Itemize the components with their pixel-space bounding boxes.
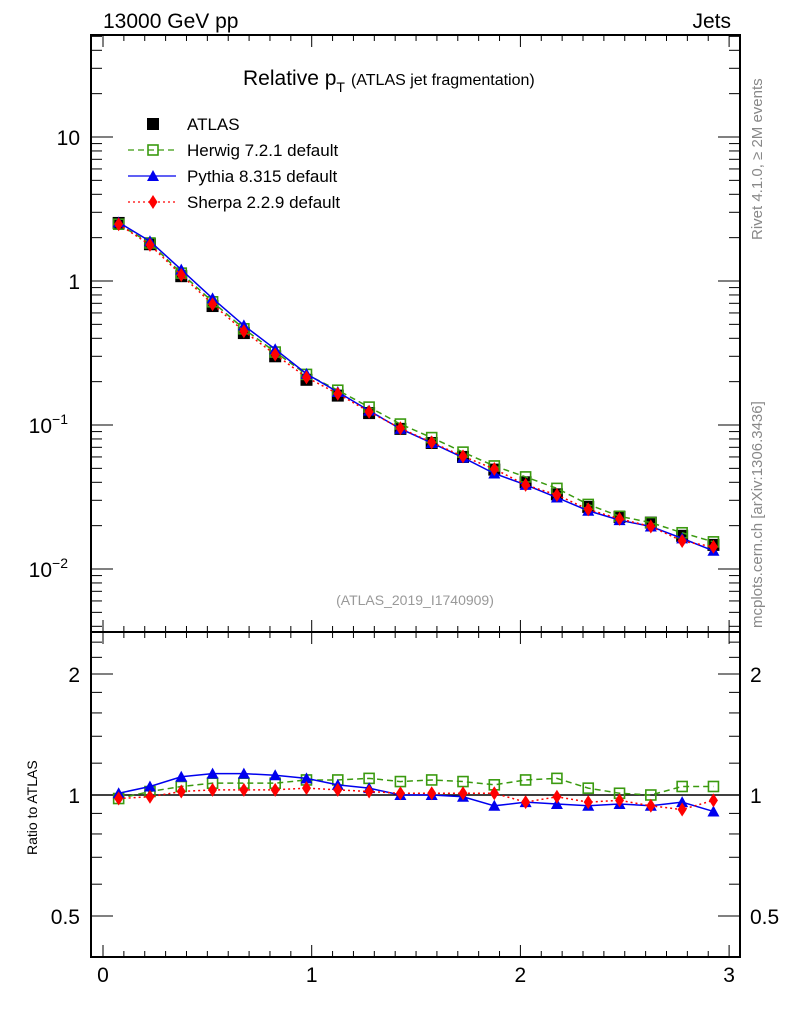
sherpa-ratio-point [615,793,625,808]
pythia-main-line [118,221,714,552]
y-tick-label: 10−1 [29,411,69,438]
pythia-ratio-point [300,772,313,784]
title-sub: T [336,79,345,95]
herwig-ratio-point [551,772,563,785]
pythia-ratio-point [269,769,282,781]
sherpa-main-point [552,487,562,502]
header-right: Jets [692,10,731,33]
pythia-ratio-point [237,767,250,779]
pythia-ratio-point [175,770,188,782]
sherpa-main-point [708,539,718,554]
ratio-tick-label: 0.5 [51,906,80,929]
sherpa-main-point [145,237,155,252]
sherpa-main-point [301,370,311,385]
legend-label: Sherpa 2.2.9 default [187,193,340,212]
sherpa-ratio-point [458,786,468,801]
sherpa-main-point [458,449,468,464]
sherpa-main-point [270,347,280,362]
sherpa-main-point [333,386,343,401]
sherpa-ratio-point [301,781,311,796]
title-main: Relative p [243,67,336,90]
y-tick-label: 10−2 [29,555,69,582]
herwig-ratio-point [582,782,595,794]
pythia-ratio-point [143,780,156,792]
sherpa-ratio-point [427,786,437,801]
sherpa-ratio-point [646,798,656,813]
sherpa-ratio-point [145,789,155,804]
sherpa-main-point [521,477,531,492]
herwig-ratio-point [676,780,688,793]
sherpa-ratio-point [239,782,249,797]
ratio-tick-label: 1 [750,785,762,808]
pythia-ratio-line [118,772,714,813]
sherpa-main-point [176,267,186,282]
ratio-tick-label: 1 [68,785,80,808]
sherpa-ratio-point [583,795,593,810]
x-tick-label: 1 [306,964,318,987]
ratio-tick-label: 2 [68,664,80,687]
herwig-ratio-point [425,774,438,786]
watermark: (ATLAS_2019_I1740909) [336,592,494,608]
legend-marker [147,170,159,181]
ratio-tick-label: 0.5 [750,906,779,929]
herwig-main-line [118,223,714,543]
pythia-ratio-point [707,805,720,817]
legend-marker [147,118,159,130]
side-label-top: Rivet 4.1.0, ≥ 2M events [749,78,766,240]
x-tick-label: 2 [515,964,527,987]
sherpa-ratio-point [552,789,562,804]
sherpa-main-point [677,534,687,549]
sherpa-main-point [114,217,124,232]
pythia-ratio-point [676,796,689,808]
x-tick-label: 3 [723,964,735,987]
sherpa-main-point [427,435,437,450]
sherpa-ratio-point [364,784,374,799]
herwig-ratio-point [519,774,532,786]
legend-label: Herwig 7.2.1 default [187,141,338,160]
sherpa-main-point [364,404,374,419]
sherpa-ratio-point [521,795,531,810]
x-tick-label: 0 [97,964,109,987]
chart-title: Relative pT (ATLAS jet fragmentation) [243,67,535,95]
y-tick-label: 10 [57,127,80,150]
ratio-tick-label: 2 [750,664,762,687]
legend-label: Pythia 8.315 default [187,167,338,186]
axes: 0 1 2 3 10 1 10−1 10−2 2 2 1 1 0.5 0.5 [29,34,779,987]
sherpa-main-point [239,324,249,339]
sherpa-ratio-point [176,784,186,799]
y-tick-label: 1 [68,271,80,294]
legend-label: ATLAS [187,115,240,134]
herwig-ratio-point [707,780,720,793]
sherpa-ratio-point [489,786,499,801]
sherpa-main-point [615,511,625,526]
sherpa-main-point [395,421,405,436]
title-suffix: (ATLAS jet fragmentation) [351,72,535,89]
sherpa-ratio-point [677,802,687,817]
sherpa-ratio-point [395,786,405,801]
legend-marker [147,144,159,156]
header-left: 13000 GeV pp [103,10,238,33]
sherpa-main-point [583,502,593,517]
sherpa-ratio-point [114,791,124,806]
sherpa-ratio-point [270,782,280,797]
sherpa-main-line [118,223,714,548]
sherpa-ratio-point [208,782,218,797]
ratio-ylabel: Ratio to ATLAS [24,760,40,855]
sherpa-ratio-point [333,782,343,797]
sherpa-main-point [646,519,656,534]
sherpa-main-point [208,297,218,312]
marks [112,216,720,817]
sherpa-main-point [489,461,499,476]
sherpa-ratio-point [708,793,718,808]
legend: ATLAS Herwig 7.2.1 default Pythia 8.315 de… [128,115,340,212]
legend-marker [148,195,158,209]
side-label-bottom: mcplots.cern.ch [arXiv:1306.3436] [749,401,766,628]
pythia-ratio-point [488,799,501,811]
pythia-ratio-point [206,767,219,779]
